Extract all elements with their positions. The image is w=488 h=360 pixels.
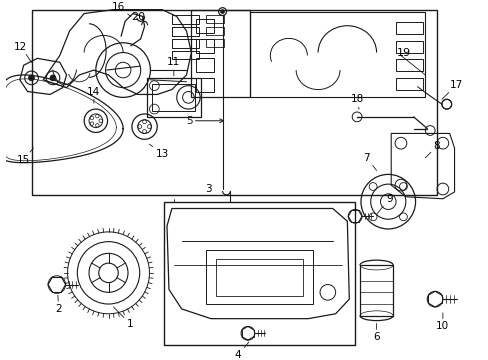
Bar [196, 39, 213, 53]
Text: 6: 6 [372, 324, 379, 342]
Text: 10: 10 [435, 313, 448, 332]
Bar [205, 39, 223, 47]
Bar [164, 202, 354, 345]
Bar [152, 84, 195, 111]
Bar [395, 22, 423, 34]
Text: 3: 3 [205, 184, 212, 194]
Text: 17: 17 [441, 80, 462, 99]
Bar [205, 27, 223, 35]
Text: 20: 20 [130, 13, 144, 22]
Bar [32, 10, 436, 195]
Text: 1: 1 [113, 307, 133, 329]
Text: 18: 18 [350, 94, 363, 109]
Text: 8: 8 [425, 141, 439, 158]
Bar [205, 15, 223, 23]
Text: 11: 11 [167, 57, 180, 76]
Bar [171, 15, 199, 24]
Text: 9: 9 [376, 194, 392, 214]
Text: 5: 5 [186, 116, 223, 126]
Circle shape [50, 75, 56, 81]
Text: 15: 15 [17, 148, 33, 165]
Bar [215, 259, 303, 296]
Bar [395, 59, 423, 71]
Text: 2: 2 [55, 295, 62, 314]
Text: 7: 7 [363, 153, 376, 171]
Bar [395, 41, 423, 53]
Bar [196, 78, 213, 91]
Text: 14: 14 [87, 86, 101, 103]
Bar [395, 78, 423, 90]
Bar [171, 27, 199, 36]
Text: 16: 16 [111, 2, 131, 17]
Bar [205, 251, 313, 304]
Bar [249, 12, 425, 97]
Bar [196, 58, 213, 72]
Circle shape [218, 8, 226, 15]
Bar [146, 78, 201, 117]
Text: 4: 4 [234, 342, 248, 360]
Bar [171, 51, 199, 59]
Bar [196, 19, 213, 33]
Text: 13: 13 [149, 144, 168, 159]
Text: 19: 19 [396, 48, 410, 58]
Bar [171, 39, 199, 48]
Circle shape [28, 75, 34, 81]
Circle shape [220, 10, 224, 14]
Bar [359, 265, 392, 316]
Text: 12: 12 [14, 42, 31, 62]
Bar [191, 10, 249, 97]
